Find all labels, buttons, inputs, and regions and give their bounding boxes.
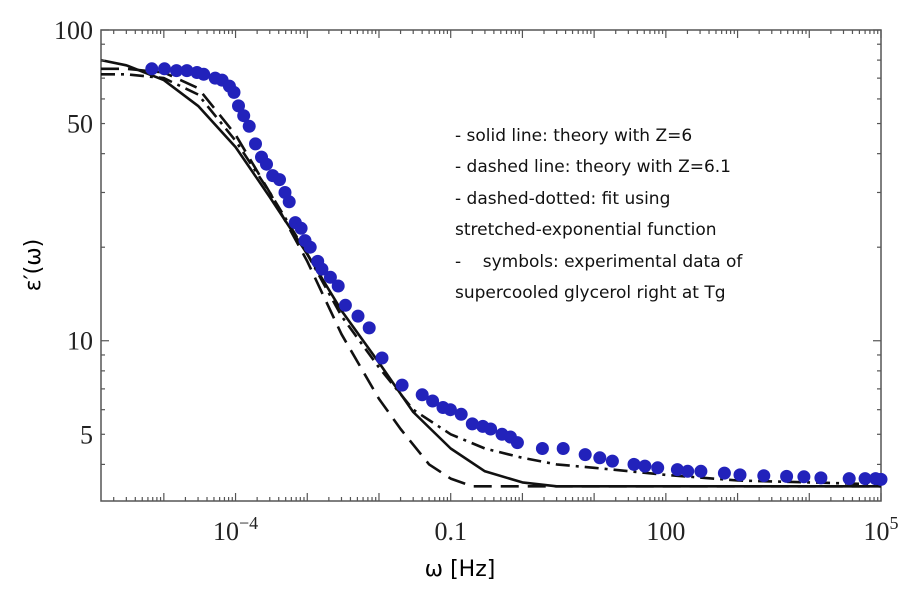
data-point-marker — [556, 442, 570, 455]
data-point-marker — [331, 279, 345, 293]
annotation-line-6: supercooled glycerol right at Tg — [455, 283, 726, 303]
data-point-marker — [170, 64, 183, 78]
data-point-marker — [351, 309, 365, 323]
data-point-marker — [605, 454, 619, 468]
y-tick-label: 10 — [67, 327, 93, 356]
data-point-marker — [627, 457, 641, 471]
data-point-marker — [227, 85, 241, 99]
data-point-marker — [681, 464, 695, 478]
data-point-marker — [535, 442, 549, 455]
curves-layer — [100, 58, 882, 488]
data-point-marker — [273, 173, 286, 187]
data-point-marker — [484, 422, 498, 436]
data-point-marker — [426, 394, 440, 408]
ticks-layer — [101, 29, 882, 501]
data-point-marker — [145, 62, 159, 76]
data-point-marker — [454, 407, 468, 421]
data-point-marker — [510, 436, 524, 450]
data-point-marker — [158, 62, 171, 76]
data-point-marker — [395, 378, 409, 392]
data-point-marker — [670, 463, 684, 477]
annotation-block: - solid line: theory with Z=6 - dashed l… — [455, 126, 743, 303]
data-point-marker — [842, 472, 856, 486]
data-point-marker — [415, 388, 429, 402]
data-point-marker — [315, 262, 329, 276]
data-point-marker — [303, 240, 317, 254]
solid-curve — [100, 58, 881, 488]
data-point-marker — [375, 351, 389, 365]
annotation-line-2: - dashed line: theory with Z=6.1 — [455, 157, 731, 177]
data-point-marker — [282, 195, 296, 209]
data-point-marker — [717, 466, 731, 480]
tick-labels-layer: 5 10 50 100 10−4 0.1 100 105 — [54, 16, 899, 546]
x-tick-label: 10−4 — [213, 513, 258, 546]
data-point-marker — [694, 464, 708, 478]
data-point-marker — [338, 298, 352, 312]
data-point-marker — [780, 469, 794, 483]
data-point-marker — [757, 469, 771, 483]
data-point-marker — [443, 403, 457, 417]
x-tick-label: 100 — [646, 517, 685, 546]
data-point-marker — [232, 99, 245, 113]
y-axis-label: ε′(ω) — [21, 239, 46, 291]
data-point-marker — [294, 221, 308, 235]
data-point-marker — [242, 119, 256, 133]
data-point-marker — [814, 471, 828, 485]
data-point-marker — [797, 470, 811, 484]
data-point-marker — [180, 64, 194, 78]
dashed-curve — [101, 67, 881, 488]
data-point-marker — [578, 448, 592, 462]
x-axis-label: ω [Hz] — [425, 557, 496, 582]
data-point-marker — [237, 109, 251, 123]
markers-layer — [145, 62, 888, 486]
data-point-marker — [638, 459, 652, 473]
data-point-marker — [858, 472, 872, 486]
plot-frame — [100, 29, 882, 502]
data-point-marker — [733, 468, 747, 482]
data-point-marker — [197, 67, 211, 81]
data-point-marker — [260, 157, 273, 171]
annotation-line-3: - dashed-dotted: fit using — [455, 189, 670, 209]
data-point-marker — [874, 472, 888, 486]
data-point-marker — [593, 451, 607, 465]
y-tick-label: 50 — [67, 110, 93, 139]
annotation-line-5: - symbols: experimental data of — [455, 252, 743, 272]
x-tick-label: 0.1 — [434, 517, 467, 546]
annotation-line-4: stretched-exponential function — [455, 220, 717, 240]
y-tick-label: 100 — [54, 16, 93, 45]
data-point-marker — [651, 461, 665, 475]
data-point-marker — [323, 270, 337, 284]
y-tick-label: 5 — [80, 420, 93, 449]
data-point-marker — [362, 321, 376, 335]
annotation-line-1: - solid line: theory with Z=6 — [455, 126, 692, 146]
data-point-marker — [465, 417, 479, 431]
x-tick-label: 105 — [864, 513, 899, 546]
data-point-marker — [249, 137, 262, 151]
